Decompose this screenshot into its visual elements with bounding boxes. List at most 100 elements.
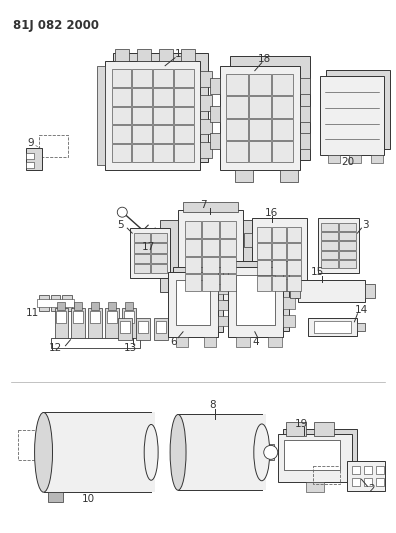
Bar <box>202 274 219 292</box>
Bar <box>150 232 167 242</box>
Bar <box>202 221 219 238</box>
Bar <box>185 239 201 255</box>
Bar <box>272 276 286 292</box>
Bar <box>272 118 293 140</box>
Text: 13: 13 <box>124 343 137 353</box>
Bar <box>371 156 383 163</box>
Bar <box>183 202 238 212</box>
Bar <box>138 321 148 333</box>
Bar <box>150 264 167 273</box>
Bar <box>321 232 338 240</box>
Bar <box>220 239 236 255</box>
Bar <box>134 254 150 263</box>
Bar <box>38 295 49 311</box>
Bar <box>283 315 295 327</box>
Text: 16: 16 <box>265 208 278 218</box>
Bar <box>249 118 270 140</box>
Bar <box>105 61 200 171</box>
Bar <box>112 107 131 124</box>
Bar <box>156 321 166 333</box>
Bar <box>200 71 212 87</box>
Bar <box>97 66 105 165</box>
Text: 20: 20 <box>341 157 354 167</box>
Text: 4: 4 <box>253 337 259 347</box>
Bar <box>112 125 131 143</box>
Bar <box>249 74 270 95</box>
Ellipse shape <box>144 424 158 480</box>
Bar <box>236 275 275 325</box>
Bar <box>118 318 132 340</box>
Bar <box>174 69 194 87</box>
Bar <box>134 232 150 242</box>
Text: 9: 9 <box>27 139 34 148</box>
Bar <box>174 144 194 162</box>
Bar <box>51 338 140 348</box>
Bar <box>178 210 243 300</box>
Bar <box>48 492 63 502</box>
Text: 8: 8 <box>209 400 216 409</box>
Bar <box>300 106 310 122</box>
Bar <box>202 256 219 273</box>
Bar <box>109 302 116 310</box>
Bar <box>200 118 212 134</box>
Bar <box>339 260 356 269</box>
Bar <box>153 144 173 162</box>
Bar <box>218 316 228 326</box>
Bar <box>234 261 289 331</box>
Text: 12: 12 <box>49 343 62 353</box>
Bar <box>74 302 82 310</box>
Bar <box>154 318 168 340</box>
Bar <box>300 78 310 94</box>
Bar <box>318 218 360 273</box>
Bar <box>107 311 117 323</box>
Bar <box>321 251 338 259</box>
Bar <box>308 318 358 336</box>
Text: 19: 19 <box>295 419 308 430</box>
Bar <box>130 228 170 278</box>
Bar <box>236 337 250 347</box>
Bar <box>57 302 65 310</box>
Bar <box>113 53 208 163</box>
Bar <box>376 478 385 486</box>
Bar <box>244 273 252 287</box>
Bar <box>244 233 252 247</box>
Bar <box>124 311 134 323</box>
Bar <box>220 256 236 273</box>
Bar <box>283 430 358 477</box>
Text: 3: 3 <box>362 220 369 230</box>
Bar <box>257 276 271 292</box>
Bar <box>300 133 310 149</box>
Bar <box>38 135 69 157</box>
Bar <box>364 478 372 486</box>
Bar <box>136 318 150 340</box>
Bar <box>115 49 129 61</box>
Bar <box>339 223 356 231</box>
Bar <box>18 431 40 461</box>
Bar <box>36 299 74 307</box>
Bar <box>185 221 201 238</box>
Bar <box>230 56 310 160</box>
Bar <box>153 69 173 87</box>
Bar <box>55 308 69 338</box>
Bar <box>210 106 220 122</box>
Bar <box>51 295 61 311</box>
Bar <box>321 260 338 269</box>
Bar <box>220 274 236 292</box>
Bar <box>153 125 173 143</box>
Bar <box>257 227 271 242</box>
Bar <box>272 141 293 162</box>
Bar <box>272 227 286 242</box>
Bar <box>339 232 356 240</box>
Bar <box>243 220 261 292</box>
Bar <box>287 243 301 259</box>
Bar <box>133 69 152 87</box>
Bar <box>125 302 133 310</box>
Bar <box>283 279 295 291</box>
Bar <box>366 284 375 298</box>
Bar <box>347 462 385 491</box>
Bar <box>235 171 253 182</box>
Bar <box>272 260 286 275</box>
Bar <box>349 156 362 163</box>
Bar <box>262 445 274 461</box>
Bar <box>272 243 286 259</box>
